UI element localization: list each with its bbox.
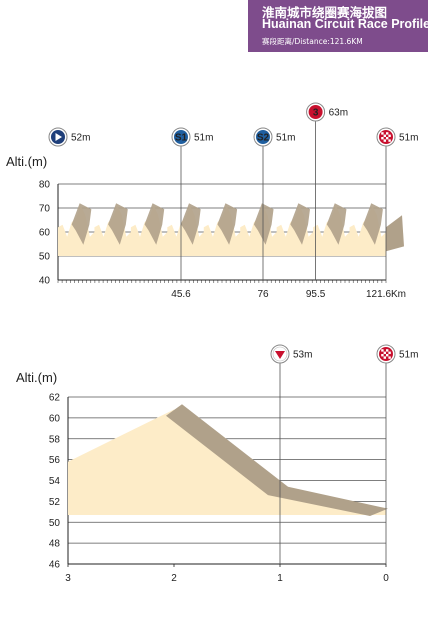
y-tick-label: 62 xyxy=(49,393,61,404)
y-tick-label: 60 xyxy=(49,413,61,424)
checkered-flag-icon xyxy=(376,344,396,364)
climb-shade xyxy=(217,203,238,245)
y-tick-label: 60 xyxy=(39,228,51,239)
y-tick-label: 54 xyxy=(49,476,61,487)
climb-shade xyxy=(363,203,383,245)
y-axis-title: Alti.(m) xyxy=(6,154,47,169)
title-banner: 淮南城市绕圈赛海拔图 Huainan Circuit Race Profiles… xyxy=(248,0,428,52)
y-tick-label: 58 xyxy=(49,434,61,445)
y-axis-title: Alti.(m) xyxy=(16,370,57,385)
y-tick-label: 50 xyxy=(49,518,61,529)
marker-icon-text: 3 xyxy=(313,108,319,119)
marker-icon-text: S1 xyxy=(175,133,188,144)
marker-altitude-label: 51m xyxy=(194,133,213,144)
climb-icon: 3 xyxy=(306,102,326,122)
y-tick-label: 52 xyxy=(49,497,61,508)
red-triangle-icon xyxy=(270,344,290,364)
y-tick-label: 70 xyxy=(39,204,51,215)
marker-altitude-label: 52m xyxy=(71,133,90,144)
climb-shade xyxy=(166,404,388,516)
y-tick-label: 50 xyxy=(39,252,51,263)
y-tick-label: 80 xyxy=(39,180,51,191)
title-en: Huainan Circuit Race Profiles xyxy=(262,17,428,31)
x-tick-label: 45.6 xyxy=(171,289,191,300)
finish-climb-shade xyxy=(386,215,404,252)
marker-altitude-label: 63m xyxy=(329,108,348,119)
climb-shade xyxy=(181,203,201,245)
climb-shade xyxy=(326,203,347,245)
checkered-flag-icon xyxy=(376,127,396,147)
start-arrow-icon xyxy=(48,127,68,147)
overall-profile-chart: Alti.(m) 40 50 60 70 80 45.6 76 95.5 121.6Km 52m S1… xyxy=(6,102,418,300)
x-tick-label: 2 xyxy=(171,573,177,584)
x-tick-label: 121.6Km xyxy=(366,289,406,300)
final-3km-profile-chart: Alti.(m) 46 48 50 52 54 56 58 60 62 3 2 1 0 53m 51m xyxy=(16,344,418,584)
sprint-icon: S2 xyxy=(253,127,273,147)
x-tick-label: 3 xyxy=(65,573,71,584)
sprint-icon: S1 xyxy=(171,127,191,147)
marker-altitude-label: 51m xyxy=(276,133,295,144)
y-tick-label: 40 xyxy=(39,276,51,287)
x-tick-label: 76 xyxy=(257,289,269,300)
y-tick-label: 56 xyxy=(49,455,61,466)
climb-shade xyxy=(253,203,274,245)
y-tick-label: 46 xyxy=(49,560,61,571)
marker-altitude-label: 53m xyxy=(293,350,312,361)
marker-icon-text: S2 xyxy=(257,133,270,144)
marker-altitude-label: 51m xyxy=(399,133,418,144)
climb-shade xyxy=(290,203,310,245)
x-tick-label: 1 xyxy=(277,573,283,584)
climb-shade xyxy=(71,203,92,245)
marker-altitude-label: 51m xyxy=(399,350,418,361)
climb-shade xyxy=(108,203,128,245)
x-tick-label: 95.5 xyxy=(306,289,326,300)
climb-shade xyxy=(144,203,165,245)
title-cn: 淮南城市绕圈赛海拔图 xyxy=(262,5,388,20)
y-tick-label: 48 xyxy=(49,539,61,550)
x-tick-label: 0 xyxy=(383,573,389,584)
distance-subtitle: 赛段距离/Distance:121.6KM xyxy=(262,37,363,46)
